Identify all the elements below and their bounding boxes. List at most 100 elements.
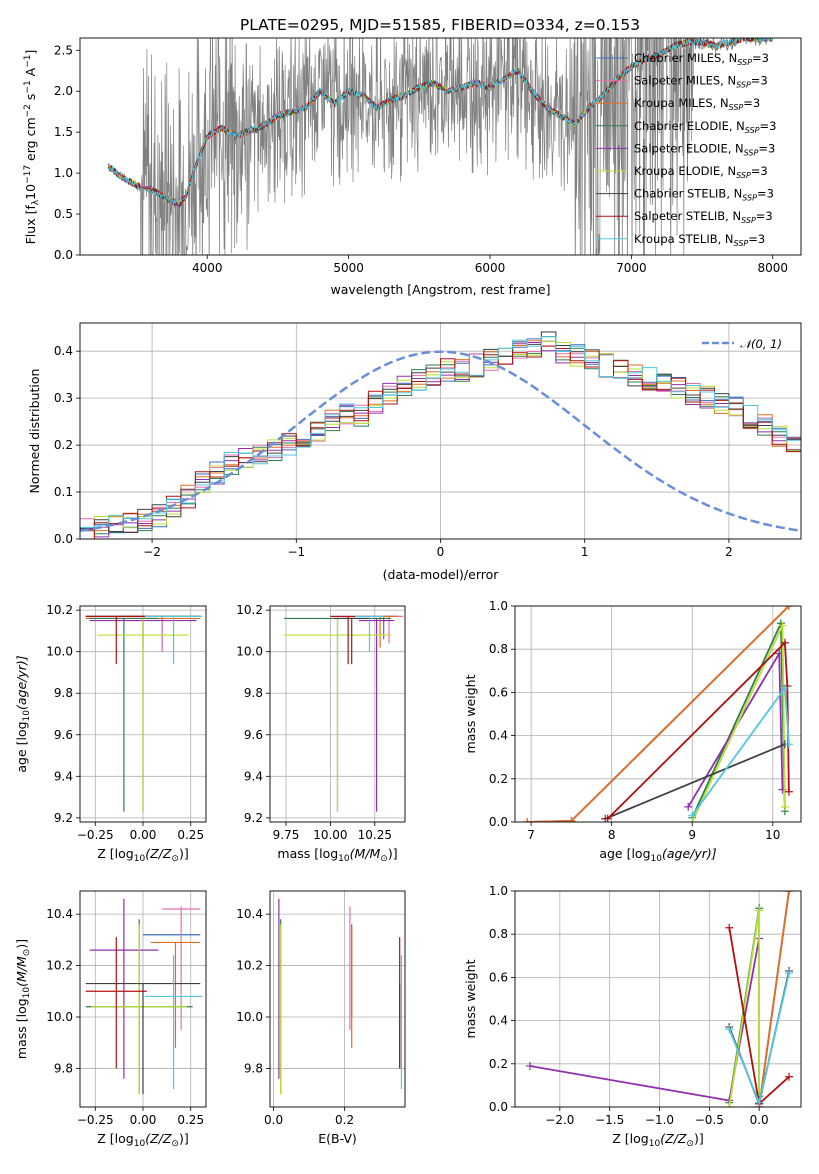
x-tick-label: 10.25 xyxy=(358,828,392,842)
y-axis-label: age [log10(age/yr)] xyxy=(14,655,32,772)
x-tick-label: 0.0 xyxy=(264,1113,283,1127)
y-tick-label: 0.2 xyxy=(489,1057,508,1071)
y-tick-label: 9.4 xyxy=(54,769,73,783)
x-tick-label: 0 xyxy=(437,545,445,559)
plot-area xyxy=(523,606,793,822)
y-axis-label: Flux [fλ10−17 erg cm−2 s−1 A−1] xyxy=(23,50,41,245)
legend-entry: 𝒩(0, 1) xyxy=(740,337,782,351)
x-tick-label: 7000 xyxy=(616,261,647,275)
plot-area xyxy=(85,615,203,812)
y-tick-label: 0.5 xyxy=(54,207,73,221)
weight-marker-4 xyxy=(684,802,693,811)
weight-marker-7 xyxy=(780,638,789,647)
x-tick-label: −0.25 xyxy=(77,828,114,842)
y-tick-label: 10.0 xyxy=(236,1010,263,1024)
y-axis-label: Normed distribution xyxy=(27,369,42,494)
x-tick-label: 4000 xyxy=(192,261,223,275)
weight-marker-7 xyxy=(784,787,793,796)
axes-frame xyxy=(79,37,802,256)
normal-curve xyxy=(80,350,801,533)
y-tick-label: 9.2 xyxy=(54,811,73,825)
y-tick-label: 10.0 xyxy=(46,645,73,659)
weight-marker-5 xyxy=(780,802,789,811)
age-vs-mass-panel: 9.75 10.00 10.25 9.2 9.4 9.6 9.8 10.0 10.2 mass [… xyxy=(236,603,406,864)
weight-marker-8 xyxy=(784,740,793,749)
x-tick-label: −0.5 xyxy=(695,1113,724,1127)
weight-marker-7 xyxy=(785,1072,794,1081)
weight-marker-7 xyxy=(603,814,612,822)
y-tick-label: 10.0 xyxy=(236,645,263,659)
legend-entry-1: Salpeter MILES, NSSP=3 xyxy=(634,74,768,90)
y-tick-label: 1.0 xyxy=(489,884,508,898)
legend-entry-4: Salpeter ELODIE, NSSP=3 xyxy=(634,141,775,157)
mass-vs-metallicity-panel: −0.25 0.00 0.25 9.8 10.0 10.2 10.4 Z [log10(Z/Z… xyxy=(14,890,207,1149)
y-tick-label: 0.4 xyxy=(54,344,73,358)
axes-frame xyxy=(79,890,207,1108)
y-tick-label: 1.5 xyxy=(54,125,73,139)
x-axis-label: Z [log10(Z/Z⊙)] xyxy=(612,1131,703,1149)
weight-marker-5 xyxy=(778,621,787,630)
x-axis-label: Z [log10(Z/Z⊙)] xyxy=(97,846,188,864)
mass-vs-ebv-panel: 0.0 0.2 9.8 10.0 10.2 10.4 E(B-V) xyxy=(236,890,406,1146)
histogram-8 xyxy=(80,336,801,528)
plot-area xyxy=(278,898,403,1095)
weight-marker-2 xyxy=(567,816,576,822)
y-tick-label: 0.3 xyxy=(54,391,73,405)
weight-marker-2 xyxy=(523,818,532,822)
weight-marker-5 xyxy=(755,906,764,915)
weight-series-4 xyxy=(529,938,760,1102)
x-tick-label: 7 xyxy=(527,828,535,842)
weight-vs-metallicity-panel: −2.0 −1.5 −1.0 −0.5 0.0 0.0 0.2 0.4 0.6 0.8 1.0 Z [… xyxy=(463,884,802,1149)
weight-marker-8 xyxy=(725,1025,734,1034)
weight-series-2 xyxy=(758,891,790,1107)
y-tick-label: 9.8 xyxy=(54,686,73,700)
weight-marker-8 xyxy=(780,684,789,693)
y-tick-label: 2.5 xyxy=(54,43,73,57)
y-tick-label: 0.0 xyxy=(489,1100,508,1114)
y-tick-label: 10.2 xyxy=(236,959,263,973)
weight-series-8 xyxy=(691,685,790,817)
y-tick-label: 10.0 xyxy=(46,1010,73,1024)
y-axis-label: mass weight xyxy=(463,959,478,1038)
y-tick-label: 0.4 xyxy=(489,1014,508,1028)
x-tick-label: 0.0 xyxy=(750,1113,769,1127)
spectrum-panel: 4000 5000 6000 7000 8000 0.0 0.5 1.0 1.5 2.0 2.5 wa… xyxy=(23,37,802,297)
y-tick-label: 9.6 xyxy=(54,728,73,742)
y-tick-label: 0.1 xyxy=(54,485,73,499)
age-vs-metallicity-panel: −0.25 0.00 0.25 9.2 9.4 9.6 9.8 10.0 10.2 Z [log1… xyxy=(14,603,207,864)
y-tick-label: 0.2 xyxy=(489,772,508,786)
x-tick-label: 8 xyxy=(608,828,616,842)
x-tick-label: 0.00 xyxy=(130,828,157,842)
y-tick-label: 0.4 xyxy=(489,729,508,743)
x-tick-label: 1 xyxy=(581,545,589,559)
x-tick-label: 2 xyxy=(725,545,733,559)
axes-frame xyxy=(514,890,802,1108)
axes-frame xyxy=(514,605,802,823)
legend-entry-7: Salpeter STELIB, NSSP=3 xyxy=(634,209,773,225)
weight-series-6 xyxy=(604,743,786,820)
x-tick-label: −1.5 xyxy=(595,1113,624,1127)
axes-frame xyxy=(269,890,406,1108)
x-axis-label: (data-model)/error xyxy=(383,567,500,582)
x-tick-label: −2.0 xyxy=(545,1113,574,1127)
y-tick-label: 10.2 xyxy=(46,959,73,973)
weight-marker-8 xyxy=(785,969,794,978)
x-tick-label: 0.2 xyxy=(335,1113,354,1127)
x-tick-label: 6000 xyxy=(475,261,506,275)
y-tick-label: 1.0 xyxy=(54,166,73,180)
x-tick-label: −1.0 xyxy=(645,1113,674,1127)
plot-area xyxy=(85,898,203,1095)
legend-entry-0: Chabrier MILES, NSSP=3 xyxy=(634,51,769,67)
axes-frame xyxy=(269,605,406,823)
x-axis-label: age [log10(age/yr)] xyxy=(599,846,716,864)
observed-spectrum xyxy=(107,38,773,255)
weight-marker-8 xyxy=(688,811,697,820)
weight-vs-age-panel: 7 8 9 10 0.0 0.2 0.4 0.6 0.8 1.0 age [log10(age/yr… xyxy=(463,599,802,864)
x-tick-label: −1 xyxy=(287,545,305,559)
y-tick-label: 9.8 xyxy=(244,1061,263,1075)
y-tick-label: 0.0 xyxy=(54,248,73,262)
y-tick-label: 0.8 xyxy=(489,642,508,656)
y-tick-label: 10.2 xyxy=(46,603,73,617)
figure-title: PLATE=0295, MJD=51585, FIBERID=0334, z=0… xyxy=(240,16,640,34)
